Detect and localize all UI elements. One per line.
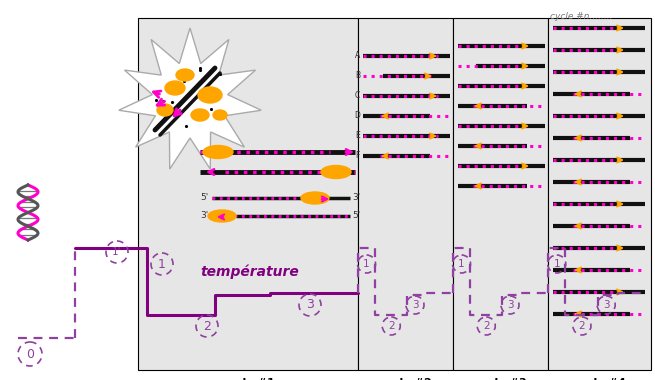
Text: B: B xyxy=(355,71,360,81)
Bar xyxy=(358,18,453,370)
Text: 2: 2 xyxy=(203,320,211,332)
Ellipse shape xyxy=(301,192,329,204)
Ellipse shape xyxy=(157,104,173,116)
Text: 1: 1 xyxy=(553,259,560,269)
Text: cycle #4: cycle #4 xyxy=(573,378,626,380)
Text: 0: 0 xyxy=(26,347,34,361)
Text: D: D xyxy=(354,111,360,120)
Text: 1: 1 xyxy=(158,258,166,271)
Text: A: A xyxy=(355,52,360,60)
Bar xyxy=(453,18,548,370)
Ellipse shape xyxy=(165,81,185,95)
Ellipse shape xyxy=(176,69,194,81)
Text: 3: 3 xyxy=(507,300,514,310)
Ellipse shape xyxy=(213,110,227,120)
Text: 3: 3 xyxy=(306,299,314,312)
Text: E: E xyxy=(355,131,360,141)
Text: cycle #3: cycle #3 xyxy=(474,378,527,380)
Text: 2: 2 xyxy=(483,321,489,331)
Text: C: C xyxy=(355,92,360,100)
Polygon shape xyxy=(119,28,261,169)
Text: 5': 5' xyxy=(200,193,208,203)
Text: 1': 1' xyxy=(112,247,122,257)
Text: F: F xyxy=(356,152,360,160)
Text: 2: 2 xyxy=(578,321,586,331)
Text: 5': 5' xyxy=(352,212,360,220)
Bar xyxy=(548,18,651,370)
Ellipse shape xyxy=(191,109,209,121)
Ellipse shape xyxy=(321,166,351,179)
Ellipse shape xyxy=(198,87,222,103)
Ellipse shape xyxy=(203,146,233,158)
Text: 1: 1 xyxy=(364,259,370,269)
Text: 3': 3' xyxy=(352,193,360,203)
Text: 1: 1 xyxy=(458,259,465,269)
Text: 3: 3 xyxy=(412,300,419,310)
Text: 2: 2 xyxy=(388,321,394,331)
Text: 3: 3 xyxy=(603,300,610,310)
Bar xyxy=(138,18,358,370)
Text: cycle #n........: cycle #n........ xyxy=(550,12,612,21)
Text: 3': 3' xyxy=(200,212,208,220)
Text: température: température xyxy=(200,265,299,279)
Text: cycle #1: cycle #1 xyxy=(221,378,274,380)
Text: cycle #2: cycle #2 xyxy=(379,378,432,380)
Ellipse shape xyxy=(208,210,236,222)
